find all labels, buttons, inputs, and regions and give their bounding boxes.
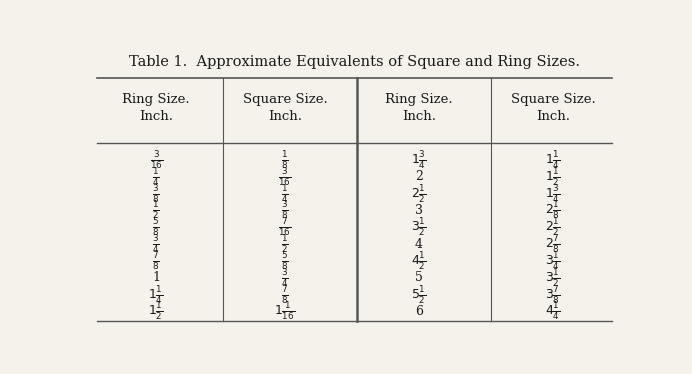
Text: $1\frac{1}{4}$: $1\frac{1}{4}$ bbox=[149, 283, 164, 306]
Text: $1\frac{3}{4}$: $1\frac{3}{4}$ bbox=[411, 149, 427, 171]
Text: 5: 5 bbox=[415, 271, 423, 284]
Text: $\frac{1}{4}$: $\frac{1}{4}$ bbox=[281, 183, 289, 205]
Text: $\frac{5}{8}$: $\frac{5}{8}$ bbox=[152, 216, 160, 238]
Text: 4: 4 bbox=[415, 237, 423, 251]
Text: $2\frac{1}{2}$: $2\frac{1}{2}$ bbox=[411, 183, 427, 205]
Text: Table 1.  Approximate Equivalents of Square and Ring Sizes.: Table 1. Approximate Equivalents of Squa… bbox=[129, 55, 580, 69]
Text: $\frac{3}{8}$: $\frac{3}{8}$ bbox=[152, 183, 160, 205]
Text: 1: 1 bbox=[152, 271, 161, 284]
Text: 6: 6 bbox=[415, 305, 423, 318]
Text: $\frac{3}{16}$: $\frac{3}{16}$ bbox=[278, 166, 291, 188]
Text: $\frac{1}{2}$: $\frac{1}{2}$ bbox=[152, 199, 160, 221]
Text: $1\frac{1}{2}$: $1\frac{1}{2}$ bbox=[149, 301, 164, 322]
Text: $2\frac{1}{8}$: $2\frac{1}{8}$ bbox=[545, 199, 561, 221]
Text: $1\frac{1}{4}$: $1\frac{1}{4}$ bbox=[545, 149, 561, 171]
Text: $5\frac{1}{2}$: $5\frac{1}{2}$ bbox=[411, 283, 427, 306]
Text: $1\frac{3}{4}$: $1\frac{3}{4}$ bbox=[545, 183, 561, 205]
Text: $\frac{3}{8}$: $\frac{3}{8}$ bbox=[281, 199, 289, 221]
Text: $\frac{7}{8}$: $\frac{7}{8}$ bbox=[281, 283, 289, 306]
Text: $3\frac{1}{2}$: $3\frac{1}{2}$ bbox=[545, 267, 561, 289]
Text: $3\frac{7}{8}$: $3\frac{7}{8}$ bbox=[545, 283, 561, 306]
Text: 3: 3 bbox=[415, 204, 423, 217]
Text: Ring Size.
Inch.: Ring Size. Inch. bbox=[122, 92, 190, 123]
Text: Ring Size.
Inch.: Ring Size. Inch. bbox=[385, 92, 453, 123]
Text: Square Size.
Inch.: Square Size. Inch. bbox=[243, 92, 327, 123]
Text: $\frac{3}{16}$: $\frac{3}{16}$ bbox=[149, 149, 163, 171]
Text: $3\frac{1}{4}$: $3\frac{1}{4}$ bbox=[545, 250, 561, 272]
Text: $\frac{1}{8}$: $\frac{1}{8}$ bbox=[281, 149, 289, 171]
Text: $3\frac{1}{2}$: $3\frac{1}{2}$ bbox=[411, 216, 427, 238]
Text: $2\frac{7}{8}$: $2\frac{7}{8}$ bbox=[545, 233, 561, 255]
Text: $\frac{7}{16}$: $\frac{7}{16}$ bbox=[278, 216, 291, 238]
Text: $4\frac{1}{2}$: $4\frac{1}{2}$ bbox=[411, 250, 427, 272]
Text: $\frac{1}{4}$: $\frac{1}{4}$ bbox=[152, 166, 160, 188]
Text: $2\frac{1}{2}$: $2\frac{1}{2}$ bbox=[545, 216, 561, 238]
Text: $\frac{7}{8}$: $\frac{7}{8}$ bbox=[152, 250, 160, 272]
Text: $\frac{1}{2}$: $\frac{1}{2}$ bbox=[281, 233, 289, 255]
Text: $\frac{3}{4}$: $\frac{3}{4}$ bbox=[152, 233, 160, 255]
Text: $\frac{5}{8}$: $\frac{5}{8}$ bbox=[281, 250, 289, 272]
Text: $4\frac{1}{4}$: $4\frac{1}{4}$ bbox=[545, 301, 561, 322]
Text: $1\frac{1}{2}$: $1\frac{1}{2}$ bbox=[545, 166, 561, 188]
Text: $1\frac{1}{16}$: $1\frac{1}{16}$ bbox=[275, 301, 295, 322]
Text: 2: 2 bbox=[415, 170, 423, 183]
Text: $\frac{3}{4}$: $\frac{3}{4}$ bbox=[281, 267, 289, 289]
Text: Square Size.
Inch.: Square Size. Inch. bbox=[511, 92, 595, 123]
